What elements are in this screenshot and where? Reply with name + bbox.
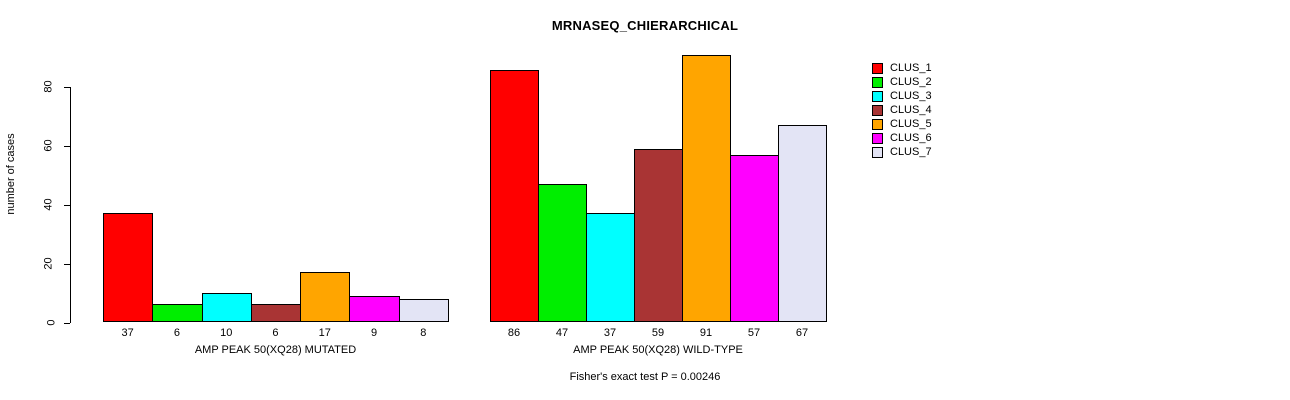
statistical-test-annotation: Fisher's exact test P = 0.00246 — [569, 371, 721, 383]
legend-item-label: CLUS_4 — [890, 103, 932, 116]
bar-group-wildtype — [490, 52, 827, 322]
legend-color-swatch — [872, 132, 883, 144]
legend-item: CLUS_6 — [872, 131, 932, 145]
bar — [778, 125, 827, 322]
page-title: MRNASEQ_CHIERARCHICAL — [551, 18, 739, 33]
bar-value-labels-mutated: 37 6 10 6 17 9 8 — [103, 327, 448, 339]
legend-item-label: CLUS_6 — [890, 131, 932, 144]
y-axis-tick-label: 80 — [42, 80, 55, 93]
legend-item: CLUS_5 — [872, 117, 932, 131]
y-axis-tick-label: 40 — [42, 198, 55, 211]
bar-value-label: 17 — [318, 327, 331, 339]
y-axis-tick — [64, 264, 70, 265]
y-axis-tick — [64, 146, 70, 147]
legend-color-swatch — [872, 118, 883, 130]
bar-value-label: 6 — [272, 327, 279, 339]
bar — [201, 293, 252, 322]
legend-color-swatch — [872, 146, 883, 158]
legend-item: CLUS_1 — [872, 61, 932, 75]
x-axis-line-mutated — [103, 321, 448, 322]
bar — [634, 149, 683, 322]
bar-value-label: 91 — [699, 327, 713, 339]
y-axis-tick-label: 0 — [45, 319, 58, 326]
bar — [152, 304, 203, 322]
bar — [349, 296, 400, 322]
legend-item: CLUS_3 — [872, 89, 932, 103]
bar-value-label: 37 — [121, 327, 134, 339]
bar-value-label: 59 — [651, 327, 665, 339]
legend-color-swatch — [872, 90, 883, 102]
bar — [300, 272, 351, 322]
panel-title-wildtype: AMP PEAK 50(XQ28) WILD-TYPE — [573, 344, 743, 356]
x-axis-line-wildtype — [490, 321, 826, 322]
bar-group-mutated — [103, 52, 449, 322]
legend-item: CLUS_7 — [872, 145, 932, 159]
bar-value-label: 6 — [173, 327, 180, 339]
bar-value-label: 57 — [747, 327, 761, 339]
bar — [538, 184, 587, 322]
legend-item: CLUS_2 — [872, 75, 932, 89]
legend-color-swatch — [872, 104, 883, 116]
bar-value-label: 86 — [507, 327, 521, 339]
y-axis-tick — [64, 87, 70, 88]
legend-color-swatch — [872, 62, 883, 74]
bar-value-label: 9 — [370, 327, 378, 339]
y-axis-tick — [64, 205, 70, 206]
legend-item: CLUS_4 — [872, 103, 932, 117]
legend-item-label: CLUS_7 — [890, 145, 932, 158]
panel-title-mutated: AMP PEAK 50(XQ28) MUTATED — [194, 344, 357, 356]
y-axis-line — [70, 87, 71, 323]
bar-value-labels-wildtype: 86 47 37 59 91 57 67 — [490, 327, 826, 339]
bar-value-label: 10 — [220, 327, 233, 339]
legend-item-label: CLUS_5 — [890, 117, 932, 130]
legend-color-swatch — [872, 76, 883, 88]
bar — [730, 155, 779, 322]
bar — [398, 299, 449, 322]
bar-value-label: 8 — [420, 327, 427, 339]
legend-item-label: CLUS_3 — [890, 89, 932, 102]
legend-item-label: CLUS_1 — [890, 61, 932, 74]
y-axis-tick — [64, 323, 70, 324]
bar-value-label: 67 — [795, 327, 809, 339]
y-axis-tick-label: 60 — [42, 139, 55, 152]
legend-item-label: CLUS_2 — [890, 75, 932, 88]
y-axis-tick-label: 20 — [42, 257, 55, 270]
bar — [682, 55, 731, 322]
bar — [103, 213, 154, 322]
bar-value-label: 37 — [603, 327, 617, 339]
bar — [586, 213, 635, 322]
legend: CLUS_1 CLUS_2 CLUS_3 CLUS_4 CLUS_5 CLUS_6 CLUS… — [872, 61, 932, 159]
bar — [250, 304, 302, 322]
bar — [490, 70, 539, 322]
bar-value-label: 47 — [555, 327, 569, 339]
